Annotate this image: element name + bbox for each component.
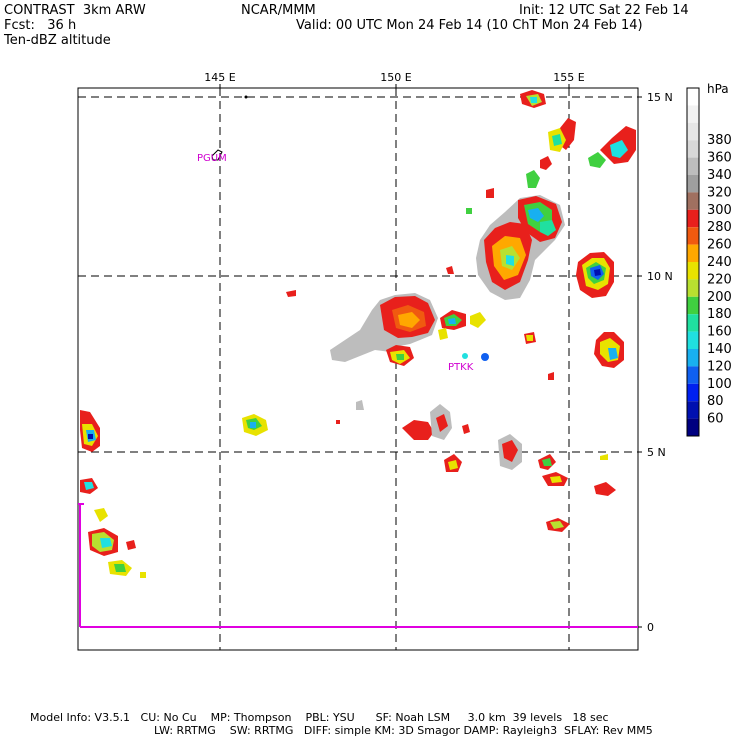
model-info-line1: Model Info: V3.5.1 CU: No Cu MP: Thompso…	[30, 711, 609, 724]
legend-label: 300	[707, 203, 732, 218]
legend-swatch	[687, 314, 699, 332]
legend-swatch	[687, 88, 699, 106]
domain-boundary	[78, 503, 638, 628]
legend-label: 100	[707, 377, 732, 392]
legend-label: 140	[707, 342, 732, 357]
model-title: CONTRAST 3km ARW	[4, 3, 146, 18]
legend-swatch	[687, 296, 699, 315]
station-pgum: PGUM	[197, 153, 227, 164]
lat-label-15: 15 N	[647, 91, 673, 104]
legend-label: 280	[707, 220, 732, 235]
lat-lon-grid	[78, 88, 638, 650]
legend-swatch	[687, 262, 699, 280]
legend-swatch	[687, 331, 699, 349]
institution: NCAR/MMM	[241, 3, 316, 18]
legend-label: 80	[707, 394, 724, 409]
legend-swatch	[687, 279, 699, 297]
legend-label: 240	[707, 255, 732, 270]
legend-swatch	[687, 157, 699, 175]
island-marker	[244, 95, 248, 99]
legend-swatch	[687, 366, 699, 384]
legend-swatch	[687, 122, 699, 141]
field-name: Ten-dBZ altitude	[4, 33, 111, 48]
legend-label: 60	[707, 412, 724, 427]
model-info-line2: LW: RRTMG SW: RRTMG DIFF: simple KM: 3D …	[154, 724, 653, 737]
legend-swatch	[687, 401, 699, 419]
echo-cells	[80, 90, 636, 578]
lat-label-0: 0	[647, 621, 654, 634]
init-time: Init: 12 UTC Sat 22 Feb 14	[519, 3, 689, 18]
legend-swatch	[687, 175, 699, 193]
legend-label: 160	[707, 325, 732, 340]
legend-label: 200	[707, 290, 732, 305]
axis-ticks	[219, 84, 642, 628]
legend-swatch	[687, 349, 699, 367]
lon-label-145: 145 E	[204, 71, 235, 84]
forecast-hour: Fcst: 36 h	[4, 18, 77, 33]
legend-labels: 380 360 340 320 300 280 260 240 220 200 180 160 140 1…	[707, 133, 732, 426]
legend-swatch	[687, 209, 699, 228]
legend-label: 320	[707, 185, 732, 200]
lon-label-155: 155 E	[553, 71, 584, 84]
legend-label: 260	[707, 238, 732, 253]
legend-outline	[686, 87, 700, 437]
legend-label: 180	[707, 307, 732, 322]
legend-swatch	[687, 140, 699, 158]
map-frame	[77, 87, 639, 651]
legend-colorbar	[686, 87, 700, 437]
lat-label-10: 10 N	[647, 270, 673, 283]
legend-label: 340	[707, 168, 732, 183]
legend-swatch	[687, 244, 699, 262]
legend-swatch	[687, 383, 699, 402]
station-ptkk: PTKK	[448, 362, 474, 373]
legend-swatch	[687, 192, 699, 210]
valid-time: Valid: 00 UTC Mon 24 Feb 14 (10 ChT Mon …	[296, 18, 643, 33]
legend-swatch	[687, 418, 699, 436]
lat-label-5: 5 N	[647, 446, 666, 459]
legend-swatch	[687, 105, 699, 123]
legend-label: 220	[707, 272, 732, 287]
legend-label: 360	[707, 151, 732, 166]
guam-coastline	[211, 149, 223, 161]
legend-unit: hPa	[707, 82, 729, 96]
legend-label: 120	[707, 359, 732, 374]
legend-swatch	[687, 227, 699, 245]
legend-label: 380	[707, 133, 732, 148]
lon-label-150: 150 E	[380, 71, 411, 84]
